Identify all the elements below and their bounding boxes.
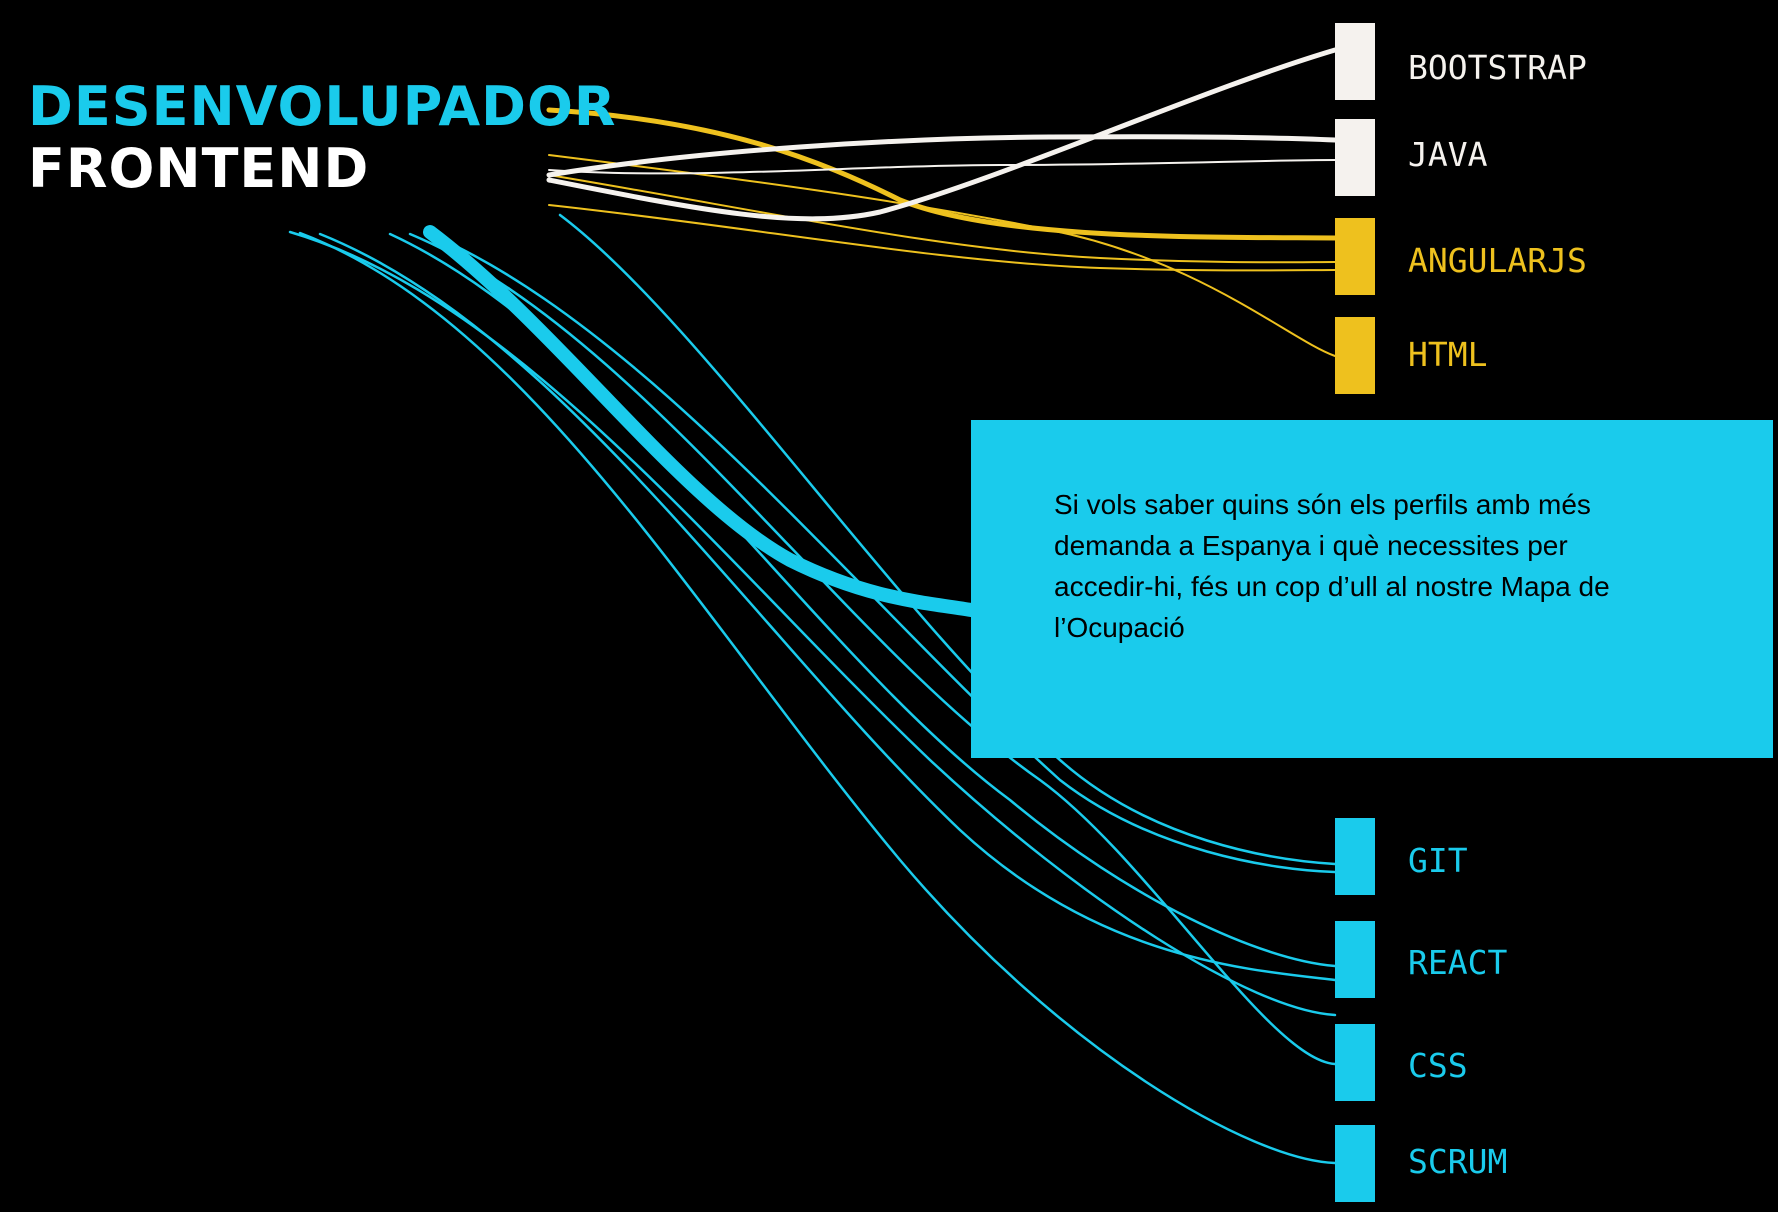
node-bar-css	[1335, 1024, 1375, 1101]
node-label-html: HTML	[1408, 335, 1488, 374]
link-angularjs-2	[548, 204, 1336, 272]
link-react-1	[318, 232, 1337, 982]
node-bar-html	[1335, 317, 1375, 394]
link-scrum	[298, 231, 1337, 1165]
link-callout	[423, 225, 978, 617]
node-label-java: JAVA	[1408, 135, 1488, 174]
node-bar-bootstrap	[1335, 23, 1375, 100]
link-bootstrap	[546, 47, 1338, 222]
node-label-css: CSS	[1408, 1046, 1468, 1085]
node-label-react: REACT	[1408, 943, 1508, 982]
node-label-angularjs: ANGULARJS	[1408, 241, 1587, 280]
node-bar-angularjs	[1335, 218, 1375, 295]
link-java-thin	[548, 159, 1336, 175]
link-angularjs-1	[548, 174, 1336, 264]
node-bar-java	[1335, 119, 1375, 196]
title-desenvolupador: DESENVOLUPADOR	[28, 75, 617, 138]
title-frontend: FRONTEND	[28, 137, 370, 200]
link-css-2	[408, 232, 1337, 1066]
occupation-map-text: Si vols saber quins són els perfils amb …	[1054, 489, 1610, 643]
node-label-scrum: SCRUM	[1408, 1142, 1508, 1181]
occupation-map-callout[interactable]: Si vols saber quins són els perfils amb …	[971, 420, 1773, 758]
node-label-bootstrap: BOOTSTRAP	[1408, 48, 1587, 87]
node-bar-git	[1335, 818, 1375, 895]
link-angularjs-main	[546, 107, 1338, 241]
node-label-git: GIT	[1408, 841, 1468, 880]
node-bar-react	[1335, 921, 1375, 998]
node-bar-scrum	[1335, 1125, 1375, 1202]
link-git-1	[428, 232, 1337, 874]
link-java-main	[546, 134, 1338, 178]
